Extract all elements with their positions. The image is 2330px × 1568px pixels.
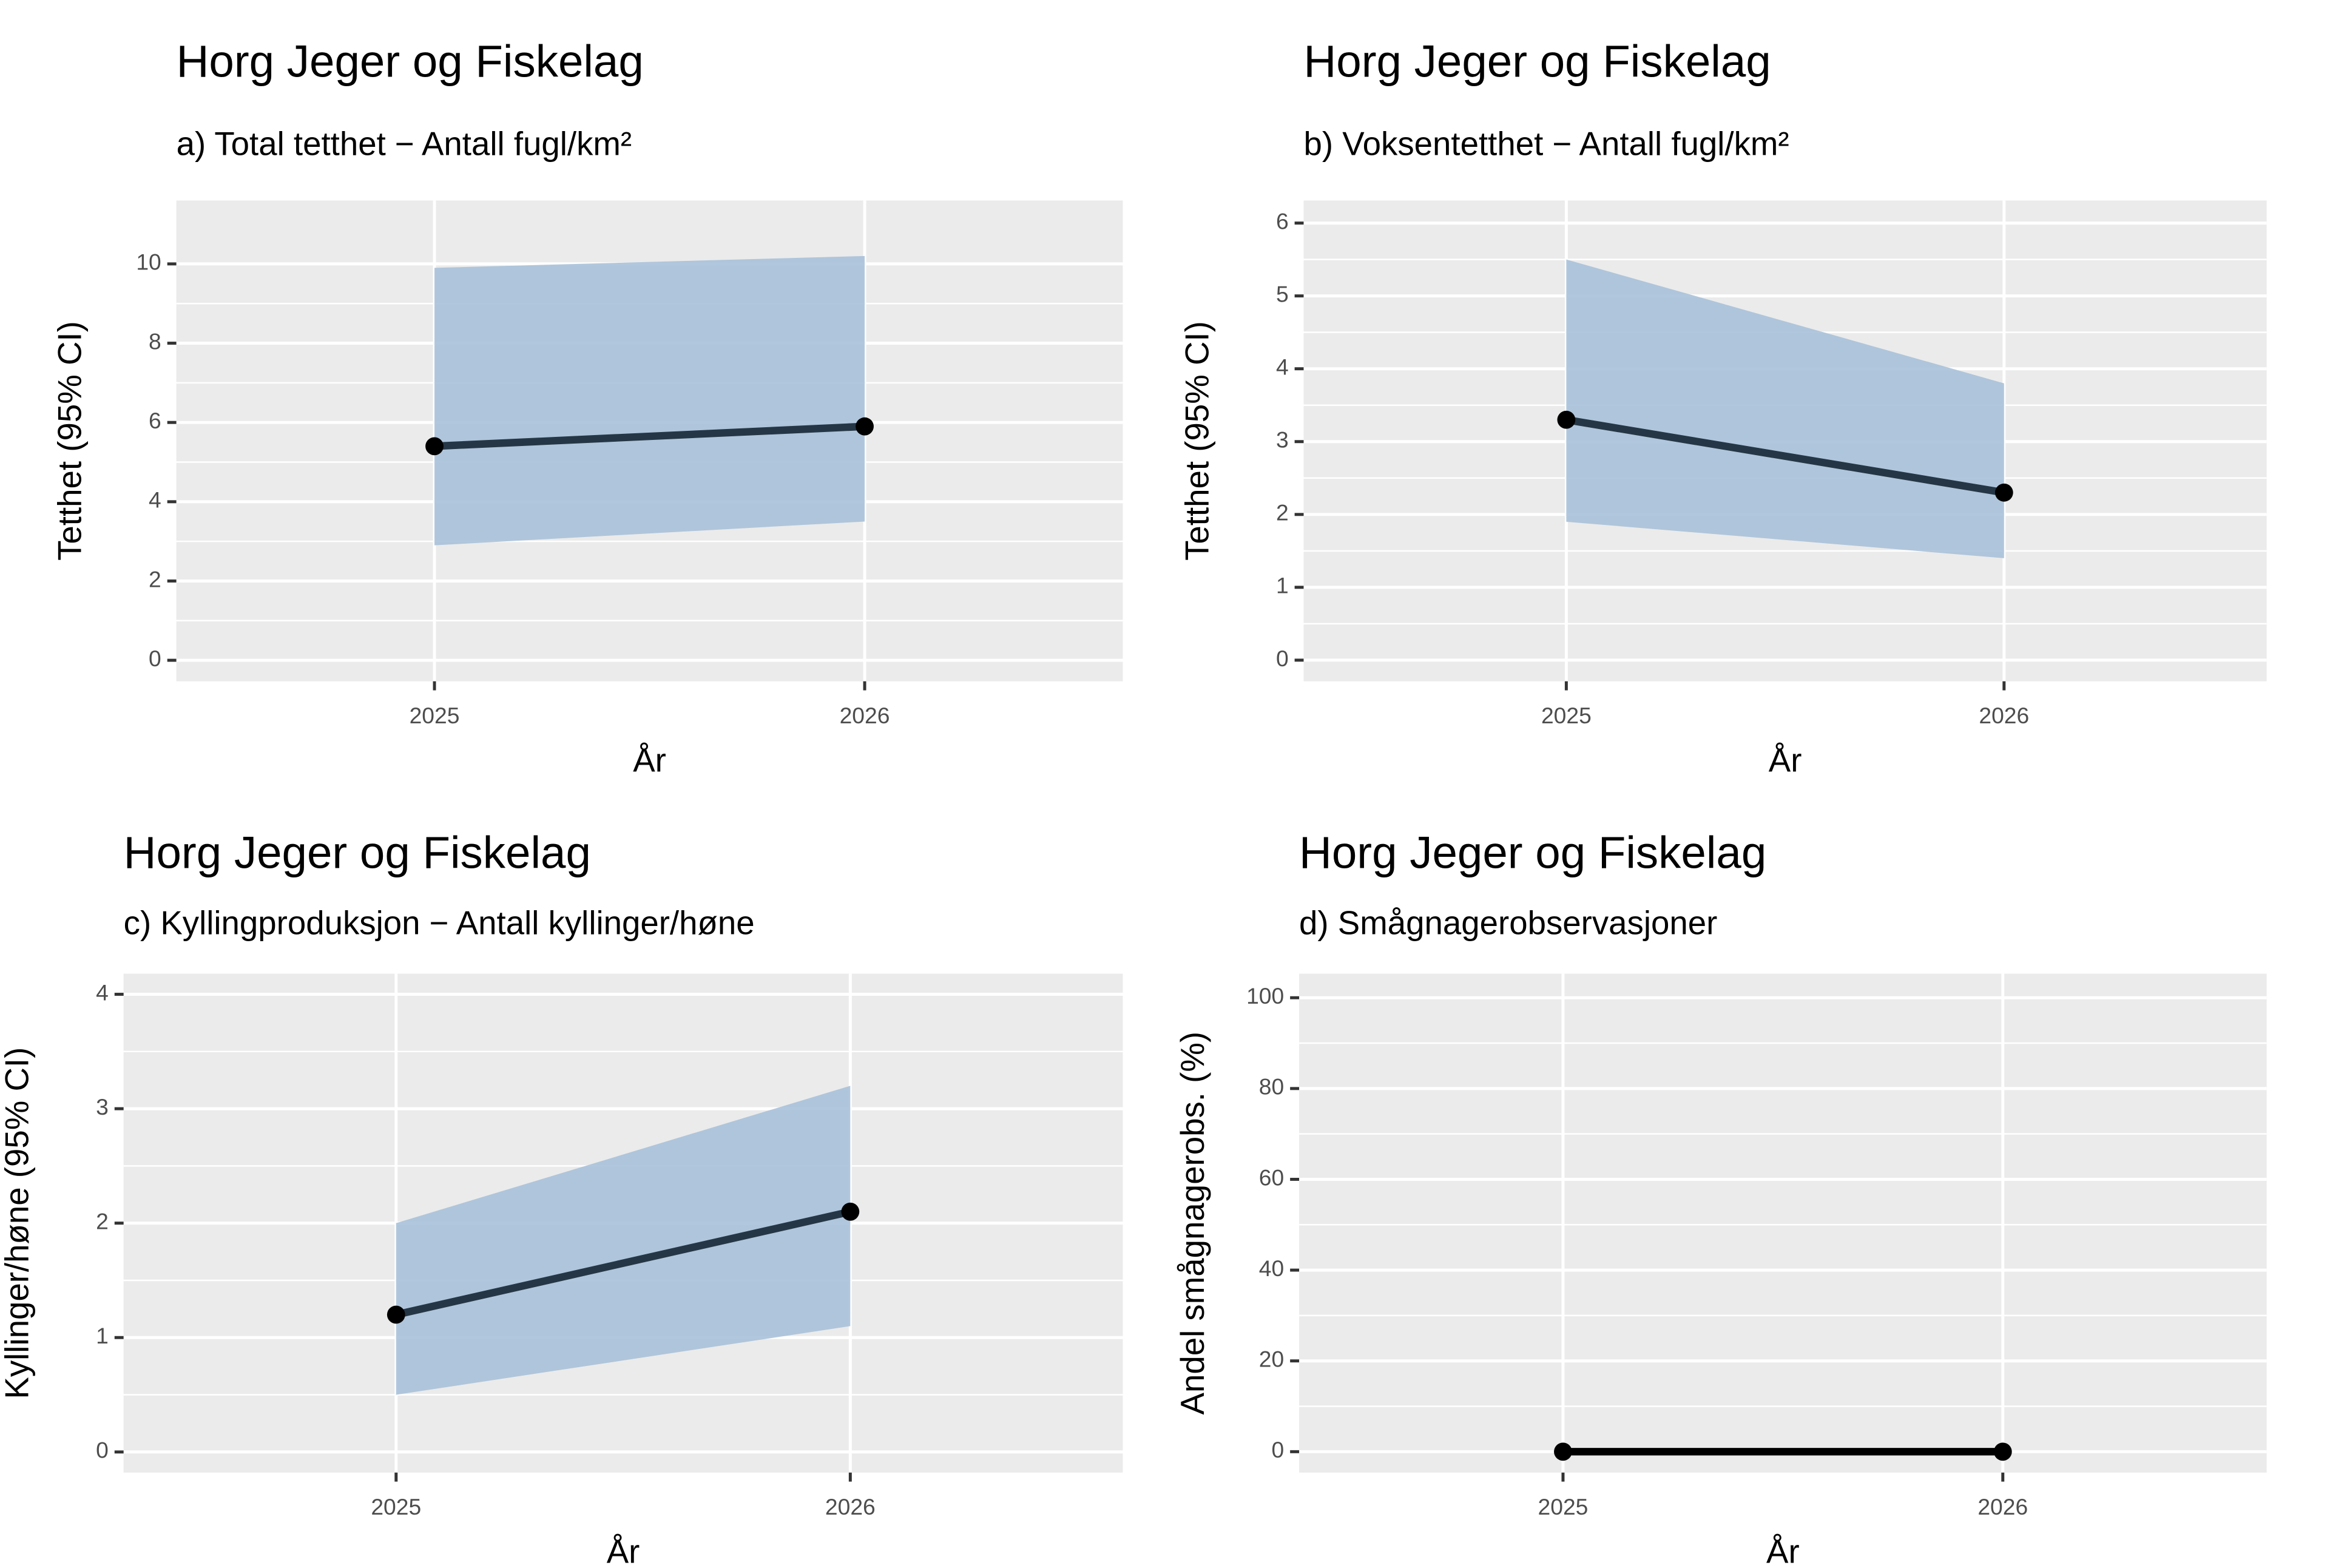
y-tick-label: 60: [1259, 1164, 1284, 1190]
y-tick-label: 40: [1259, 1255, 1284, 1281]
x-tick-label: 2025: [1538, 1494, 1589, 1519]
point: [1993, 1442, 2012, 1461]
y-tick-label: 4: [149, 487, 161, 513]
y-axis-title: Kyllinger/høne (95% CI): [0, 1047, 36, 1399]
chart-subtitle: a) Total tetthet − Antall fugl/km²: [177, 125, 632, 162]
point: [425, 437, 444, 456]
confidence-band: [1566, 259, 2004, 558]
y-tick-label: 4: [96, 979, 109, 1005]
line: [395, 1208, 851, 1319]
x-tick-label: 2026: [825, 1494, 876, 1519]
confidence-band: [434, 255, 865, 546]
point: [1554, 1442, 1572, 1461]
y-tick-label: 2: [149, 566, 161, 592]
chart-subtitle: c) Kyllingproduksjon − Antall kyllinger/…: [124, 905, 755, 942]
x-tick-label: 2026: [1979, 703, 2029, 728]
y-tick-label: 3: [96, 1094, 109, 1120]
x-axis-title: År: [633, 742, 666, 779]
y-tick-label: 5: [1276, 281, 1289, 306]
y-tick-label: 0: [149, 646, 161, 671]
chart-title: Horg Jeger og Fiskelag: [124, 828, 591, 878]
panel-chart: Horg Jeger og Fiskelag b) Voksentetthet −…: [1179, 36, 2267, 779]
x-tick-label: 2026: [840, 703, 890, 728]
y-tick-label: 2: [1276, 500, 1289, 525]
y-tick-label: 80: [1259, 1074, 1284, 1100]
point: [387, 1305, 405, 1324]
y-tick-label: 2: [96, 1209, 109, 1234]
y-tick-label: 8: [149, 328, 161, 354]
point: [841, 1202, 860, 1221]
y-axis-title: Tetthet (95% CI): [1179, 321, 1216, 561]
y-tick-label: 3: [1276, 427, 1289, 453]
y-axis-title: Andel smågnagerobs. (%): [1174, 1032, 1211, 1415]
point: [1557, 410, 1576, 429]
y-tick-label: 1: [96, 1323, 109, 1348]
panel-chart: Horg Jeger og Fiskelag d) Smågnagerobserv…: [1174, 828, 2267, 1568]
y-tick-label: 20: [1259, 1347, 1284, 1372]
x-axis-title: År: [1769, 742, 1802, 779]
plot-background: [1299, 973, 2267, 1473]
panel-chart: Horg Jeger og Fiskelag c) Kyllingproduksj…: [0, 828, 1123, 1568]
y-tick-label: 0: [1272, 1437, 1285, 1462]
y-tick-label: 6: [149, 408, 161, 433]
panel-chart: Horg Jeger og Fiskelag a) Total tetthet −…: [52, 36, 1123, 779]
point: [856, 417, 874, 436]
x-tick-label: 2025: [1541, 703, 1592, 728]
x-axis-title: År: [607, 1533, 640, 1568]
line: [434, 422, 865, 450]
line: [1565, 416, 2005, 496]
x-tick-label: 2026: [1977, 1494, 2028, 1519]
y-tick-label: 0: [1276, 646, 1289, 671]
chart-title: Horg Jeger og Fiskelag: [1304, 36, 1771, 87]
chart-title: Horg Jeger og Fiskelag: [1299, 828, 1766, 878]
y-tick-label: 100: [1246, 983, 1284, 1009]
chart-subtitle: b) Voksentetthet − Antall fugl/km²: [1304, 125, 1789, 162]
x-tick-label: 2025: [371, 1494, 421, 1519]
y-tick-label: 10: [136, 249, 161, 275]
y-axis-title: Tetthet (95% CI): [52, 321, 89, 561]
y-tick-label: 6: [1276, 208, 1289, 234]
chart-title: Horg Jeger og Fiskelag: [177, 36, 644, 87]
chart-subtitle: d) Smågnagerobservasjoner: [1299, 905, 1717, 942]
x-tick-label: 2025: [410, 703, 460, 728]
y-tick-label: 1: [1276, 573, 1289, 598]
point: [1994, 483, 2013, 502]
x-axis-title: År: [1766, 1533, 1800, 1568]
y-tick-label: 4: [1276, 354, 1289, 380]
y-tick-label: 0: [96, 1438, 109, 1463]
confidence-band: [396, 1086, 851, 1395]
